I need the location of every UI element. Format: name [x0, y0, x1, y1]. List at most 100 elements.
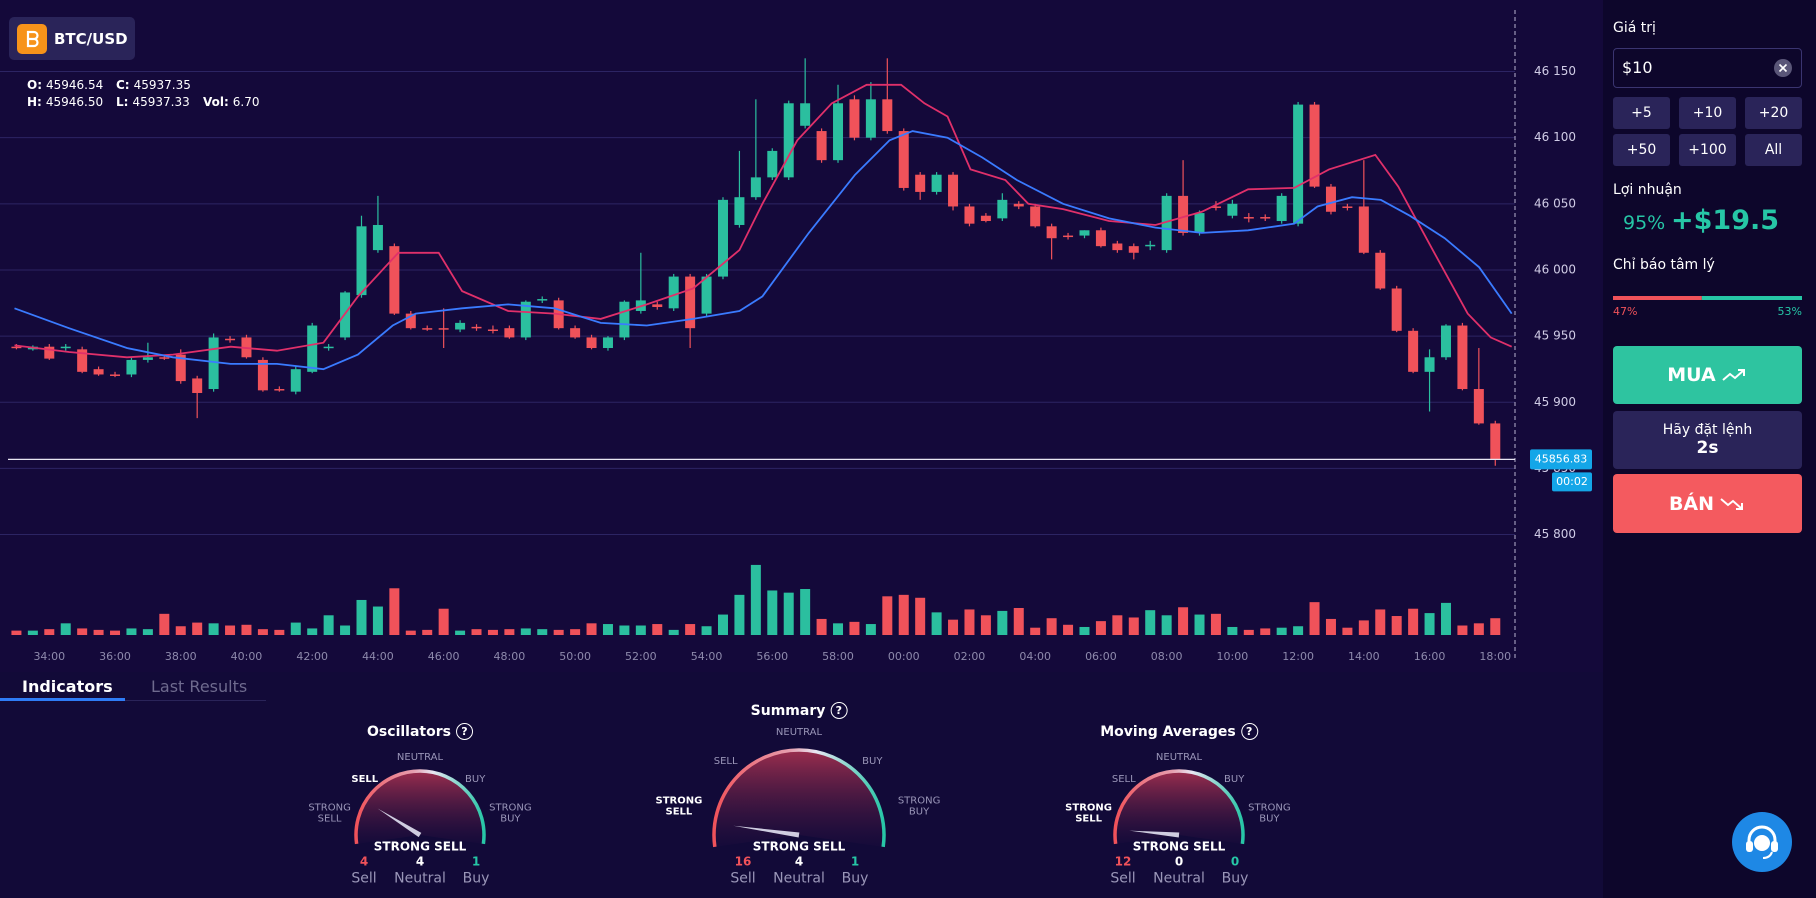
volume-bar	[192, 622, 203, 635]
symbol-badge[interactable]: BTC/USD	[9, 17, 135, 60]
count-name: Sell	[351, 870, 377, 887]
volume-bar	[487, 629, 498, 635]
count-value: 4	[359, 854, 369, 869]
volume-bar	[307, 628, 318, 635]
volume-bar	[800, 589, 811, 635]
gauge-label: NEUTRAL	[775, 726, 823, 738]
count-value: 4	[794, 854, 804, 869]
x-tick-label: 02:00	[954, 650, 986, 663]
gauge-label: STRONG BUY	[1248, 802, 1291, 825]
candle-body	[931, 174, 942, 192]
amount-button[interactable]: +20	[1745, 97, 1802, 129]
btc-icon	[17, 23, 47, 54]
tab-indicators[interactable]: Indicators	[22, 677, 113, 696]
candle-body	[60, 346, 71, 349]
volume-bar	[537, 629, 548, 635]
volume-bar	[471, 629, 482, 635]
x-tick-label: 56:00	[756, 650, 788, 663]
x-tick-label: 34:00	[33, 650, 65, 663]
volume-bar	[1178, 607, 1189, 635]
up-icon	[1722, 369, 1745, 381]
volume-bar	[93, 629, 104, 635]
candle-body	[1178, 195, 1189, 233]
amount-input[interactable]: $10	[1613, 48, 1802, 88]
amount-button[interactable]: +5	[1613, 97, 1670, 129]
volume-bar	[77, 628, 88, 635]
gauge-title-text: Oscillators	[367, 723, 451, 740]
sell-label: BÁN	[1668, 492, 1715, 515]
help-icon[interactable]: ?	[455, 723, 473, 740]
gauge-fill	[714, 750, 884, 847]
candle-body	[997, 199, 1008, 219]
amount-button[interactable]: All	[1745, 134, 1802, 166]
candle-body	[685, 276, 696, 329]
sell-button[interactable]: BÁN	[1613, 474, 1802, 533]
candle-body	[750, 177, 761, 198]
volume-bar	[997, 610, 1008, 635]
sentiment-sell-label: 47%	[1613, 305, 1637, 318]
candle-body	[652, 304, 663, 308]
count-name: Neutral	[773, 870, 825, 887]
candle-body	[1424, 357, 1435, 372]
candle-body	[783, 103, 794, 178]
volume-bar	[750, 564, 761, 635]
candle-body	[882, 99, 893, 132]
amount-label: Giá trị	[1613, 20, 1656, 36]
volume-bar	[898, 594, 909, 635]
volume-bar	[44, 629, 55, 635]
order-timer: Hãy đặt lệnh 2s	[1613, 411, 1802, 469]
candle-body	[1128, 246, 1139, 253]
candle-body	[1408, 330, 1419, 372]
symbol: BTC/USD	[54, 29, 128, 48]
x-tick-label: 38:00	[165, 650, 197, 663]
clear-button[interactable]	[1773, 58, 1793, 78]
volume-bar	[701, 626, 712, 635]
x-tick-label: 58:00	[822, 650, 854, 663]
candle-body	[717, 199, 728, 277]
volume-bar	[553, 629, 564, 635]
ohlc-item: L: 45937.33	[116, 95, 190, 109]
volume-bar	[1457, 625, 1468, 635]
candle-body	[1013, 203, 1024, 207]
price-badge	[1530, 449, 1592, 470]
volume-bar	[980, 615, 991, 635]
ohlc-value: 45946.50	[45, 95, 104, 109]
volume-bar	[734, 594, 745, 635]
volume-bar	[865, 624, 876, 635]
candle-body	[290, 369, 301, 392]
count-name: Neutral	[394, 870, 446, 887]
y-tick-label: 45 900	[1534, 395, 1576, 409]
volume-bar	[1095, 621, 1106, 635]
candle-body	[77, 349, 88, 372]
amount-button[interactable]: +10	[1679, 97, 1736, 129]
volume-bar	[1260, 628, 1271, 635]
volume-bar	[668, 629, 679, 635]
ohlc-info: O: 45946.54 C: 45937.35 H: 45946.50 L: 45937.33…	[27, 78, 327, 118]
chat-button[interactable]	[1732, 812, 1792, 872]
candle-body	[602, 337, 613, 349]
x-tick-label: 44:00	[362, 650, 394, 663]
help-icon[interactable]: ?	[1240, 723, 1258, 740]
volume-bar	[159, 613, 170, 635]
candle-body	[1490, 423, 1501, 460]
amount-button[interactable]: +50	[1613, 134, 1670, 166]
sentiment-segment	[1613, 296, 1702, 300]
volume-bar	[110, 630, 121, 635]
count-value: 1	[471, 854, 481, 869]
amount-button[interactable]: +100	[1679, 134, 1736, 166]
candle-body	[619, 301, 630, 338]
amount-value: $10	[1622, 58, 1653, 77]
tab-last-results[interactable]: Last Results	[151, 677, 248, 696]
price-badge-text: 45856.83	[1535, 452, 1588, 465]
buy-button[interactable]: MUA	[1613, 346, 1802, 404]
candle-body	[1194, 213, 1205, 233]
y-tick-label: 46 100	[1534, 130, 1576, 144]
volume-bar	[833, 623, 844, 635]
ohlc-label: O:	[27, 78, 42, 92]
candle-body	[1063, 235, 1074, 238]
volume-bar	[11, 630, 22, 635]
gauge-label: STRONG SELL	[308, 802, 351, 825]
candle-body	[816, 131, 827, 161]
help-icon[interactable]: ?	[830, 702, 848, 719]
